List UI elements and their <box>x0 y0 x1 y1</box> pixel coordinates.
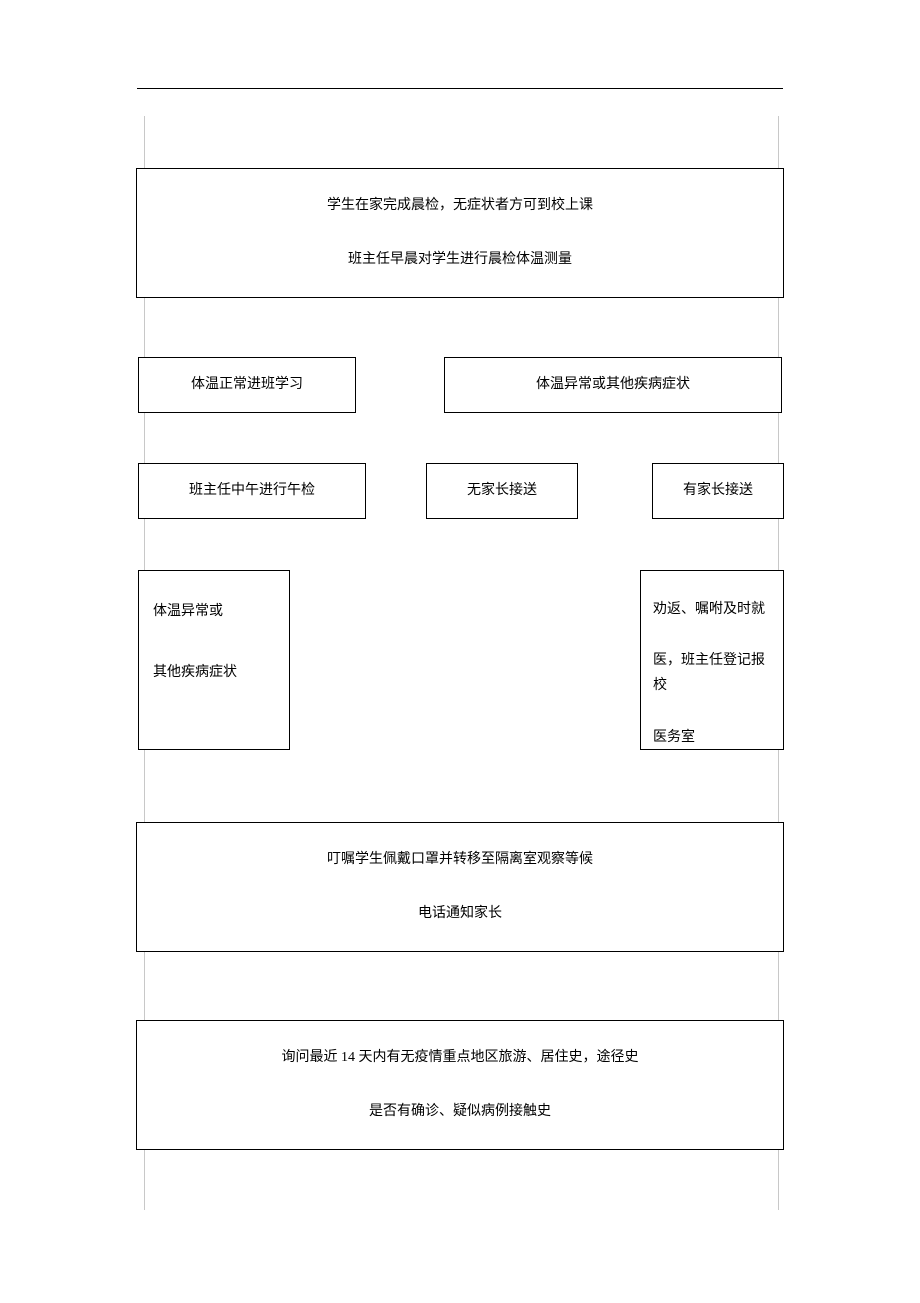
node-line: 体温异常或其他疾病症状 <box>536 372 690 397</box>
connector <box>778 750 779 822</box>
node-line: 无家长接送 <box>467 478 537 503</box>
flow-node-morning-check: 学生在家完成晨检，无症状者方可到校上课 班主任早晨对学生进行晨检体温测量 <box>136 168 784 298</box>
flow-node-noon-check: 班主任中午进行午检 <box>138 463 366 519</box>
flow-node-mask-isolation: 叮嘱学生佩戴口罩并转移至隔离室观察等候 电话通知家长 <box>136 822 784 952</box>
flow-node-temp-abnormal: 体温异常或其他疾病症状 <box>444 357 782 413</box>
flow-node-advise-return: 劝返、嘱咐及时就 医，班主任登记报校 医务室 <box>640 570 784 750</box>
flow-node-inquiry-14days: 询问最近 14 天内有无疫情重点地区旅游、居住史，途径史 是否有确诊、疑似病例接… <box>136 1020 784 1150</box>
node-line: 其他疾病症状 <box>153 660 237 685</box>
node-line: 叮嘱学生佩戴口罩并转移至隔离室观察等候 <box>327 847 593 872</box>
connector <box>778 952 779 1020</box>
connector <box>778 116 779 168</box>
connector <box>778 298 779 357</box>
connector <box>778 413 779 463</box>
connector <box>778 519 779 570</box>
connector <box>144 519 145 570</box>
connector <box>144 413 145 463</box>
flow-node-no-parent-pickup: 无家长接送 <box>426 463 578 519</box>
node-line: 劝返、嘱咐及时就 <box>653 597 765 622</box>
connector <box>144 116 145 168</box>
node-line: 体温异常或 <box>153 599 223 624</box>
node-line: 体温正常进班学习 <box>191 372 303 397</box>
flow-node-temp-normal: 体温正常进班学习 <box>138 357 356 413</box>
connector <box>144 1150 145 1210</box>
node-line: 是否有确诊、疑似病例接触史 <box>369 1099 551 1124</box>
node-line: 询问最近 14 天内有无疫情重点地区旅游、居住史，途径史 <box>282 1045 639 1070</box>
connector <box>144 298 145 357</box>
page-rule <box>137 88 783 89</box>
node-line: 电话通知家长 <box>418 901 502 926</box>
node-line: 班主任中午进行午检 <box>189 478 315 503</box>
node-line: 班主任早晨对学生进行晨检体温测量 <box>348 247 572 272</box>
node-line: 医，班主任登记报校 <box>653 648 771 698</box>
node-line: 医务室 <box>653 725 695 750</box>
connector <box>144 952 145 1020</box>
flow-node-parent-pickup: 有家长接送 <box>652 463 784 519</box>
connector <box>778 1150 779 1210</box>
node-line: 有家长接送 <box>683 478 753 503</box>
node-line: 学生在家完成晨检，无症状者方可到校上课 <box>327 193 593 218</box>
connector <box>144 750 145 822</box>
flow-node-abnormal-symptoms: 体温异常或 其他疾病症状 <box>138 570 290 750</box>
